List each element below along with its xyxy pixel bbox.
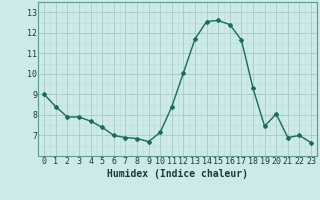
X-axis label: Humidex (Indice chaleur): Humidex (Indice chaleur) bbox=[107, 169, 248, 179]
